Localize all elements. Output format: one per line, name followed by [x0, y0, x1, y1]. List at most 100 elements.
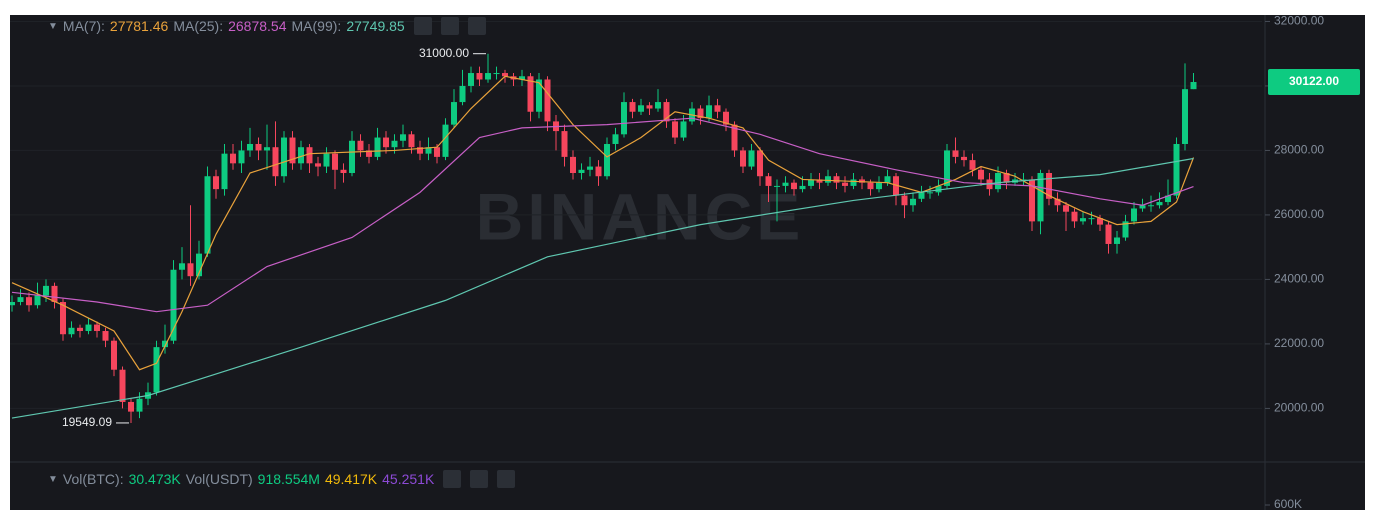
ma-value: 26878.54	[228, 18, 287, 34]
plot-area	[10, 20, 1262, 423]
candle-body	[680, 121, 687, 138]
candle-body	[774, 185, 780, 187]
settings-icon[interactable]	[440, 17, 459, 35]
candle-body	[901, 195, 908, 206]
candle-body	[655, 102, 661, 109]
watermark: BINANCE	[476, 179, 805, 253]
candle-body	[740, 150, 746, 167]
candle-body	[731, 124, 738, 151]
volume-label: 918.554M	[257, 471, 320, 487]
candle-body	[1097, 218, 1103, 225]
candle-body	[561, 131, 568, 157]
candle-body	[281, 137, 287, 177]
candle-body	[238, 150, 245, 164]
volume-label: Vol(USDT)	[185, 471, 253, 487]
candle-body	[782, 182, 789, 186]
candle-body	[765, 176, 772, 186]
candle-body	[952, 150, 959, 157]
candle-body	[68, 327, 75, 335]
candle-body	[1046, 173, 1052, 199]
eye-icon[interactable]	[443, 470, 462, 488]
candle-body	[179, 263, 185, 270]
candle-body	[544, 79, 551, 122]
last-price-label: 30122.00	[1289, 74, 1339, 88]
candle-body	[519, 76, 525, 80]
ma-label: MA(99):	[291, 18, 342, 34]
candle-body	[255, 143, 262, 151]
candle-body	[1088, 218, 1095, 220]
candle-body	[1190, 82, 1197, 90]
candle-body	[221, 153, 228, 190]
ma-header: ▼ MA(7): 27781.46 MA(25): 26878.54 MA(99): 277…	[48, 16, 486, 36]
candle-body	[128, 401, 134, 412]
candle-body	[476, 73, 483, 80]
candle-body	[400, 134, 406, 141]
candle-body	[1182, 89, 1188, 144]
collapse-arrow[interactable]: ▼	[48, 473, 58, 485]
candle-body	[1156, 202, 1163, 206]
ma-value: 27749.85	[346, 18, 405, 34]
ma-label: MA(25):	[173, 18, 224, 34]
candle-body	[357, 140, 364, 151]
y-tick-label: 28000.00	[1274, 143, 1324, 157]
candle-body	[646, 105, 653, 109]
volume-label: 30.473K	[128, 471, 181, 487]
candle-body	[995, 173, 1001, 190]
candle-body	[944, 150, 950, 186]
ma-line	[11, 75, 1195, 371]
ma-line	[11, 157, 1194, 419]
candle-body	[1037, 173, 1044, 222]
candle-body	[893, 176, 899, 196]
chart-background	[10, 15, 1365, 510]
candle-body	[77, 327, 83, 332]
candle-body	[587, 166, 593, 170]
candle-body	[978, 169, 984, 180]
candle-body	[102, 331, 109, 341]
candle-body	[1003, 173, 1010, 183]
candle-body	[833, 176, 840, 183]
candle-body	[196, 253, 202, 277]
collapse-arrow[interactable]: ▼	[48, 20, 58, 32]
candle-body	[927, 192, 933, 194]
candle-body	[298, 147, 304, 164]
candle-body	[918, 192, 925, 199]
candle-body	[969, 160, 976, 170]
close-icon[interactable]	[497, 470, 516, 488]
candle-body	[1173, 143, 1180, 196]
candle-body	[1029, 179, 1035, 222]
candle-body	[629, 102, 636, 112]
candle-body	[910, 198, 916, 206]
candle-body	[1131, 208, 1137, 222]
candle-body	[612, 134, 619, 144]
candle-body	[10, 301, 15, 306]
candle-body	[850, 179, 857, 186]
candle-body	[170, 269, 177, 341]
candle-body	[961, 156, 967, 161]
candle-body	[748, 150, 755, 167]
candle-body	[442, 124, 449, 157]
candle-body	[417, 147, 423, 154]
candle-body	[799, 185, 806, 190]
candle-body	[1071, 211, 1078, 222]
candle-body	[153, 347, 160, 393]
candle-body	[1114, 237, 1120, 244]
y-tick-label: 26000.00	[1274, 207, 1324, 221]
eye-icon[interactable]	[413, 17, 432, 35]
candle-body	[884, 176, 891, 183]
close-icon[interactable]	[467, 17, 486, 35]
candle-body	[374, 137, 381, 157]
candle-body	[17, 297, 24, 302]
candle-body	[485, 73, 491, 80]
candle-body	[391, 140, 398, 148]
candle-body	[434, 147, 440, 157]
candle-body	[1054, 198, 1061, 206]
candle-body	[706, 105, 712, 119]
candle-body	[272, 147, 279, 177]
ma-label: MA(7):	[62, 18, 105, 34]
candle-body	[527, 76, 534, 112]
candle-body	[1063, 205, 1069, 212]
y-tick-label: 24000.00	[1274, 272, 1324, 286]
candle-body	[1105, 224, 1112, 244]
settings-icon[interactable]	[470, 470, 489, 488]
candle-body	[578, 169, 585, 174]
